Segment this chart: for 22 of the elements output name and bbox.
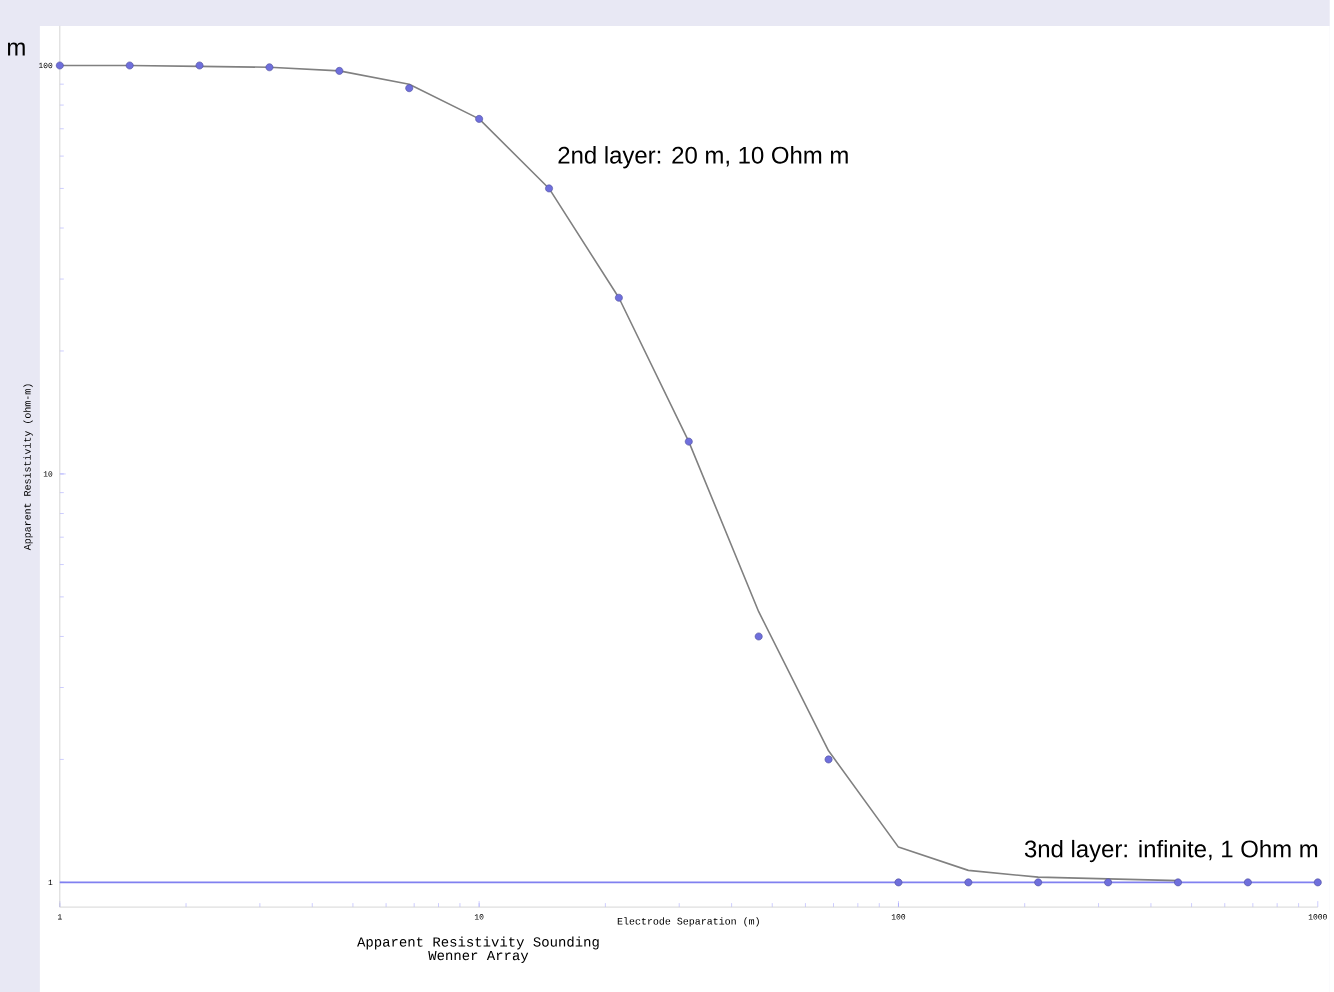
point bbox=[1034, 878, 1043, 886]
point bbox=[824, 755, 833, 763]
point bbox=[894, 878, 903, 886]
point bbox=[684, 437, 693, 446]
point bbox=[335, 66, 344, 75]
point bbox=[1104, 878, 1112, 886]
point bbox=[55, 61, 64, 69]
point bbox=[1174, 878, 1182, 886]
point bbox=[614, 293, 623, 302]
annotation: 2nd layer: 20 m, 10 Ohm m bbox=[558, 145, 848, 168]
point bbox=[265, 62, 274, 71]
point bbox=[195, 61, 204, 69]
point bbox=[475, 114, 484, 123]
point bbox=[754, 632, 763, 640]
point bbox=[405, 83, 414, 92]
annotation: 3nd layer: infinite, 1 Ohm m bbox=[1024, 839, 1318, 862]
point bbox=[545, 184, 553, 192]
text: m bbox=[7, 42, 25, 56]
point bbox=[125, 61, 134, 69]
point bbox=[1243, 878, 1252, 886]
point bbox=[964, 878, 973, 886]
point bbox=[1313, 878, 1322, 886]
